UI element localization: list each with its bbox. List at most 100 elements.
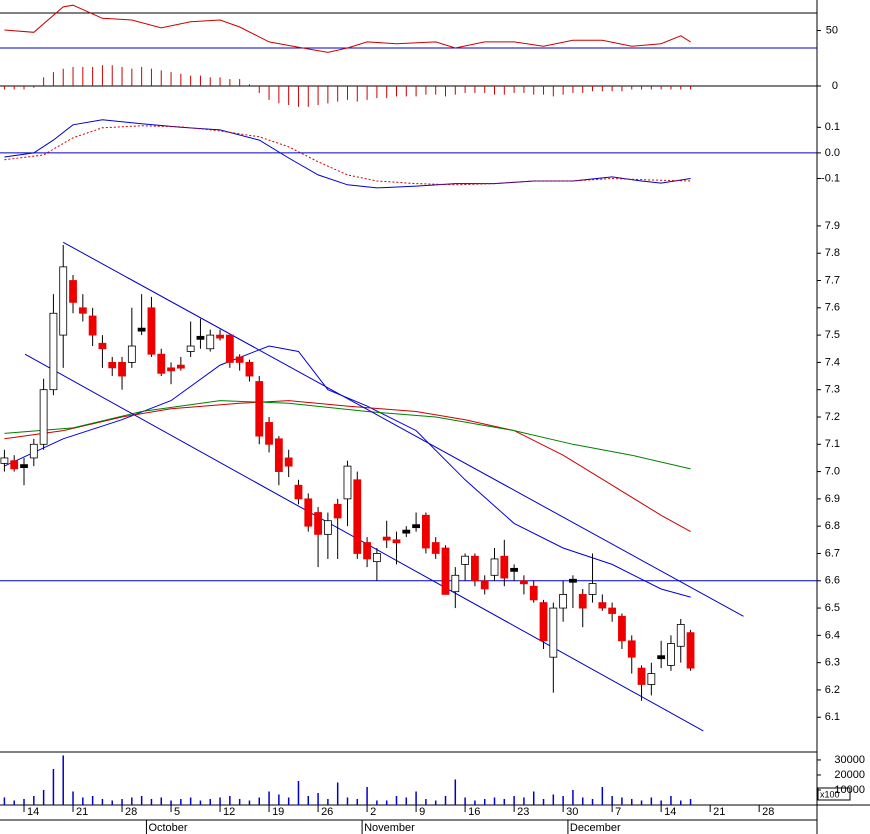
macd-line bbox=[4, 119, 691, 189]
x-tick-label: 14 bbox=[664, 806, 676, 818]
x-tick-label: 9 bbox=[419, 806, 425, 818]
x-tick-label: 19 bbox=[272, 806, 284, 818]
y-tick-label: 0.1 bbox=[825, 121, 840, 133]
candle-body bbox=[627, 640, 636, 658]
candle-body bbox=[343, 465, 352, 500]
y-tick-label: 7.8 bbox=[825, 247, 840, 259]
y-tick-label: 6.6 bbox=[825, 575, 840, 587]
candle-body bbox=[196, 335, 205, 340]
candle-body bbox=[510, 567, 519, 572]
candle-body bbox=[480, 580, 489, 590]
candle-body bbox=[206, 334, 215, 350]
y-tick-label: 7.4 bbox=[825, 356, 840, 368]
x-tick-label: 28 bbox=[762, 806, 774, 818]
y-tick-label: 0 bbox=[832, 80, 838, 92]
y-tick-label: 7.2 bbox=[825, 411, 840, 423]
month-label: October bbox=[148, 822, 187, 834]
candle-body bbox=[588, 583, 597, 595]
candle-body bbox=[235, 356, 244, 363]
y-tick-label: 6.2 bbox=[825, 684, 840, 696]
candle-body bbox=[245, 361, 254, 377]
candle-body bbox=[167, 367, 175, 372]
x-tick-label: 21 bbox=[713, 806, 725, 818]
y-tick-label: 7.3 bbox=[825, 384, 840, 396]
candle-body bbox=[157, 353, 166, 374]
candle-body bbox=[549, 607, 558, 658]
x-tick-label: 28 bbox=[125, 806, 137, 818]
candle-body bbox=[637, 667, 646, 685]
candle-body bbox=[10, 460, 19, 470]
candle-body bbox=[304, 498, 313, 527]
candle-body bbox=[392, 539, 401, 544]
y-tick-label: 6.1 bbox=[825, 711, 840, 723]
candle-body bbox=[118, 361, 126, 377]
candle-body bbox=[686, 632, 695, 669]
candle-body bbox=[353, 479, 362, 554]
candle-body bbox=[559, 594, 568, 609]
y-tick-label: 7.5 bbox=[825, 329, 840, 341]
candle-body bbox=[20, 464, 28, 469]
candle-body bbox=[69, 280, 77, 303]
candle-body bbox=[431, 542, 440, 554]
candle-body bbox=[667, 643, 675, 666]
candle-body bbox=[461, 555, 470, 565]
candle-body bbox=[176, 364, 185, 369]
candle-body bbox=[294, 484, 303, 500]
y-tick-label: 10000 bbox=[834, 784, 865, 796]
y-tick-label: 50 bbox=[826, 24, 838, 36]
moving-average bbox=[4, 400, 691, 533]
candle-body bbox=[127, 345, 136, 363]
candle-body bbox=[382, 536, 391, 541]
candle-body bbox=[314, 512, 322, 535]
y-tick-label: 6.9 bbox=[825, 493, 840, 505]
candle-body bbox=[539, 602, 548, 642]
y-tick-label: 6.5 bbox=[825, 602, 840, 614]
candle-body bbox=[274, 438, 283, 472]
volume-unit: x100 bbox=[820, 789, 840, 799]
x-tick-label: 30 bbox=[566, 806, 578, 818]
candle-body bbox=[372, 553, 381, 563]
candle-body bbox=[608, 607, 617, 614]
candle-body bbox=[657, 655, 666, 660]
candle-body bbox=[647, 673, 656, 685]
y-tick-label: 7.1 bbox=[825, 438, 840, 450]
month-label: December bbox=[570, 822, 621, 834]
candle-body bbox=[520, 580, 528, 585]
candle-body bbox=[471, 555, 479, 582]
x-tick-label: 21 bbox=[76, 806, 88, 818]
candle-body bbox=[490, 558, 499, 576]
candle-body bbox=[284, 457, 293, 467]
y-tick-label: -0.1 bbox=[821, 172, 840, 184]
candle-body bbox=[186, 345, 195, 352]
candle-body bbox=[88, 315, 97, 336]
y-tick-label: 6.4 bbox=[825, 629, 840, 641]
candle-body bbox=[78, 307, 87, 314]
trend-line bbox=[62, 241, 744, 617]
x-tick-label: 14 bbox=[27, 806, 39, 818]
rsi-line bbox=[4, 4, 691, 53]
y-tick-label: 30000 bbox=[834, 754, 865, 766]
candle-body bbox=[451, 574, 460, 593]
candle-body bbox=[29, 443, 38, 459]
candle-body bbox=[323, 520, 332, 535]
x-tick-label: 7 bbox=[615, 806, 621, 818]
y-tick-label: 6.7 bbox=[825, 547, 840, 559]
x-tick-label: 23 bbox=[517, 806, 529, 818]
y-tick-label: 6.3 bbox=[825, 657, 840, 669]
candle-body bbox=[598, 602, 607, 609]
y-tick-label: 7.7 bbox=[825, 274, 840, 286]
candle-body bbox=[255, 381, 264, 437]
candle-body bbox=[529, 585, 538, 601]
candle-body bbox=[225, 334, 234, 363]
moving-average bbox=[4, 345, 691, 598]
candle-body bbox=[441, 547, 450, 595]
x-tick-label: 26 bbox=[321, 806, 333, 818]
y-tick-label: 6.8 bbox=[825, 520, 840, 532]
y-tick-label: 0.0 bbox=[825, 147, 840, 159]
x-tick-label: 2 bbox=[370, 806, 376, 818]
candle-body bbox=[412, 524, 420, 529]
candle-body bbox=[500, 555, 509, 579]
candle-body bbox=[421, 514, 430, 549]
candle-body bbox=[618, 615, 626, 642]
